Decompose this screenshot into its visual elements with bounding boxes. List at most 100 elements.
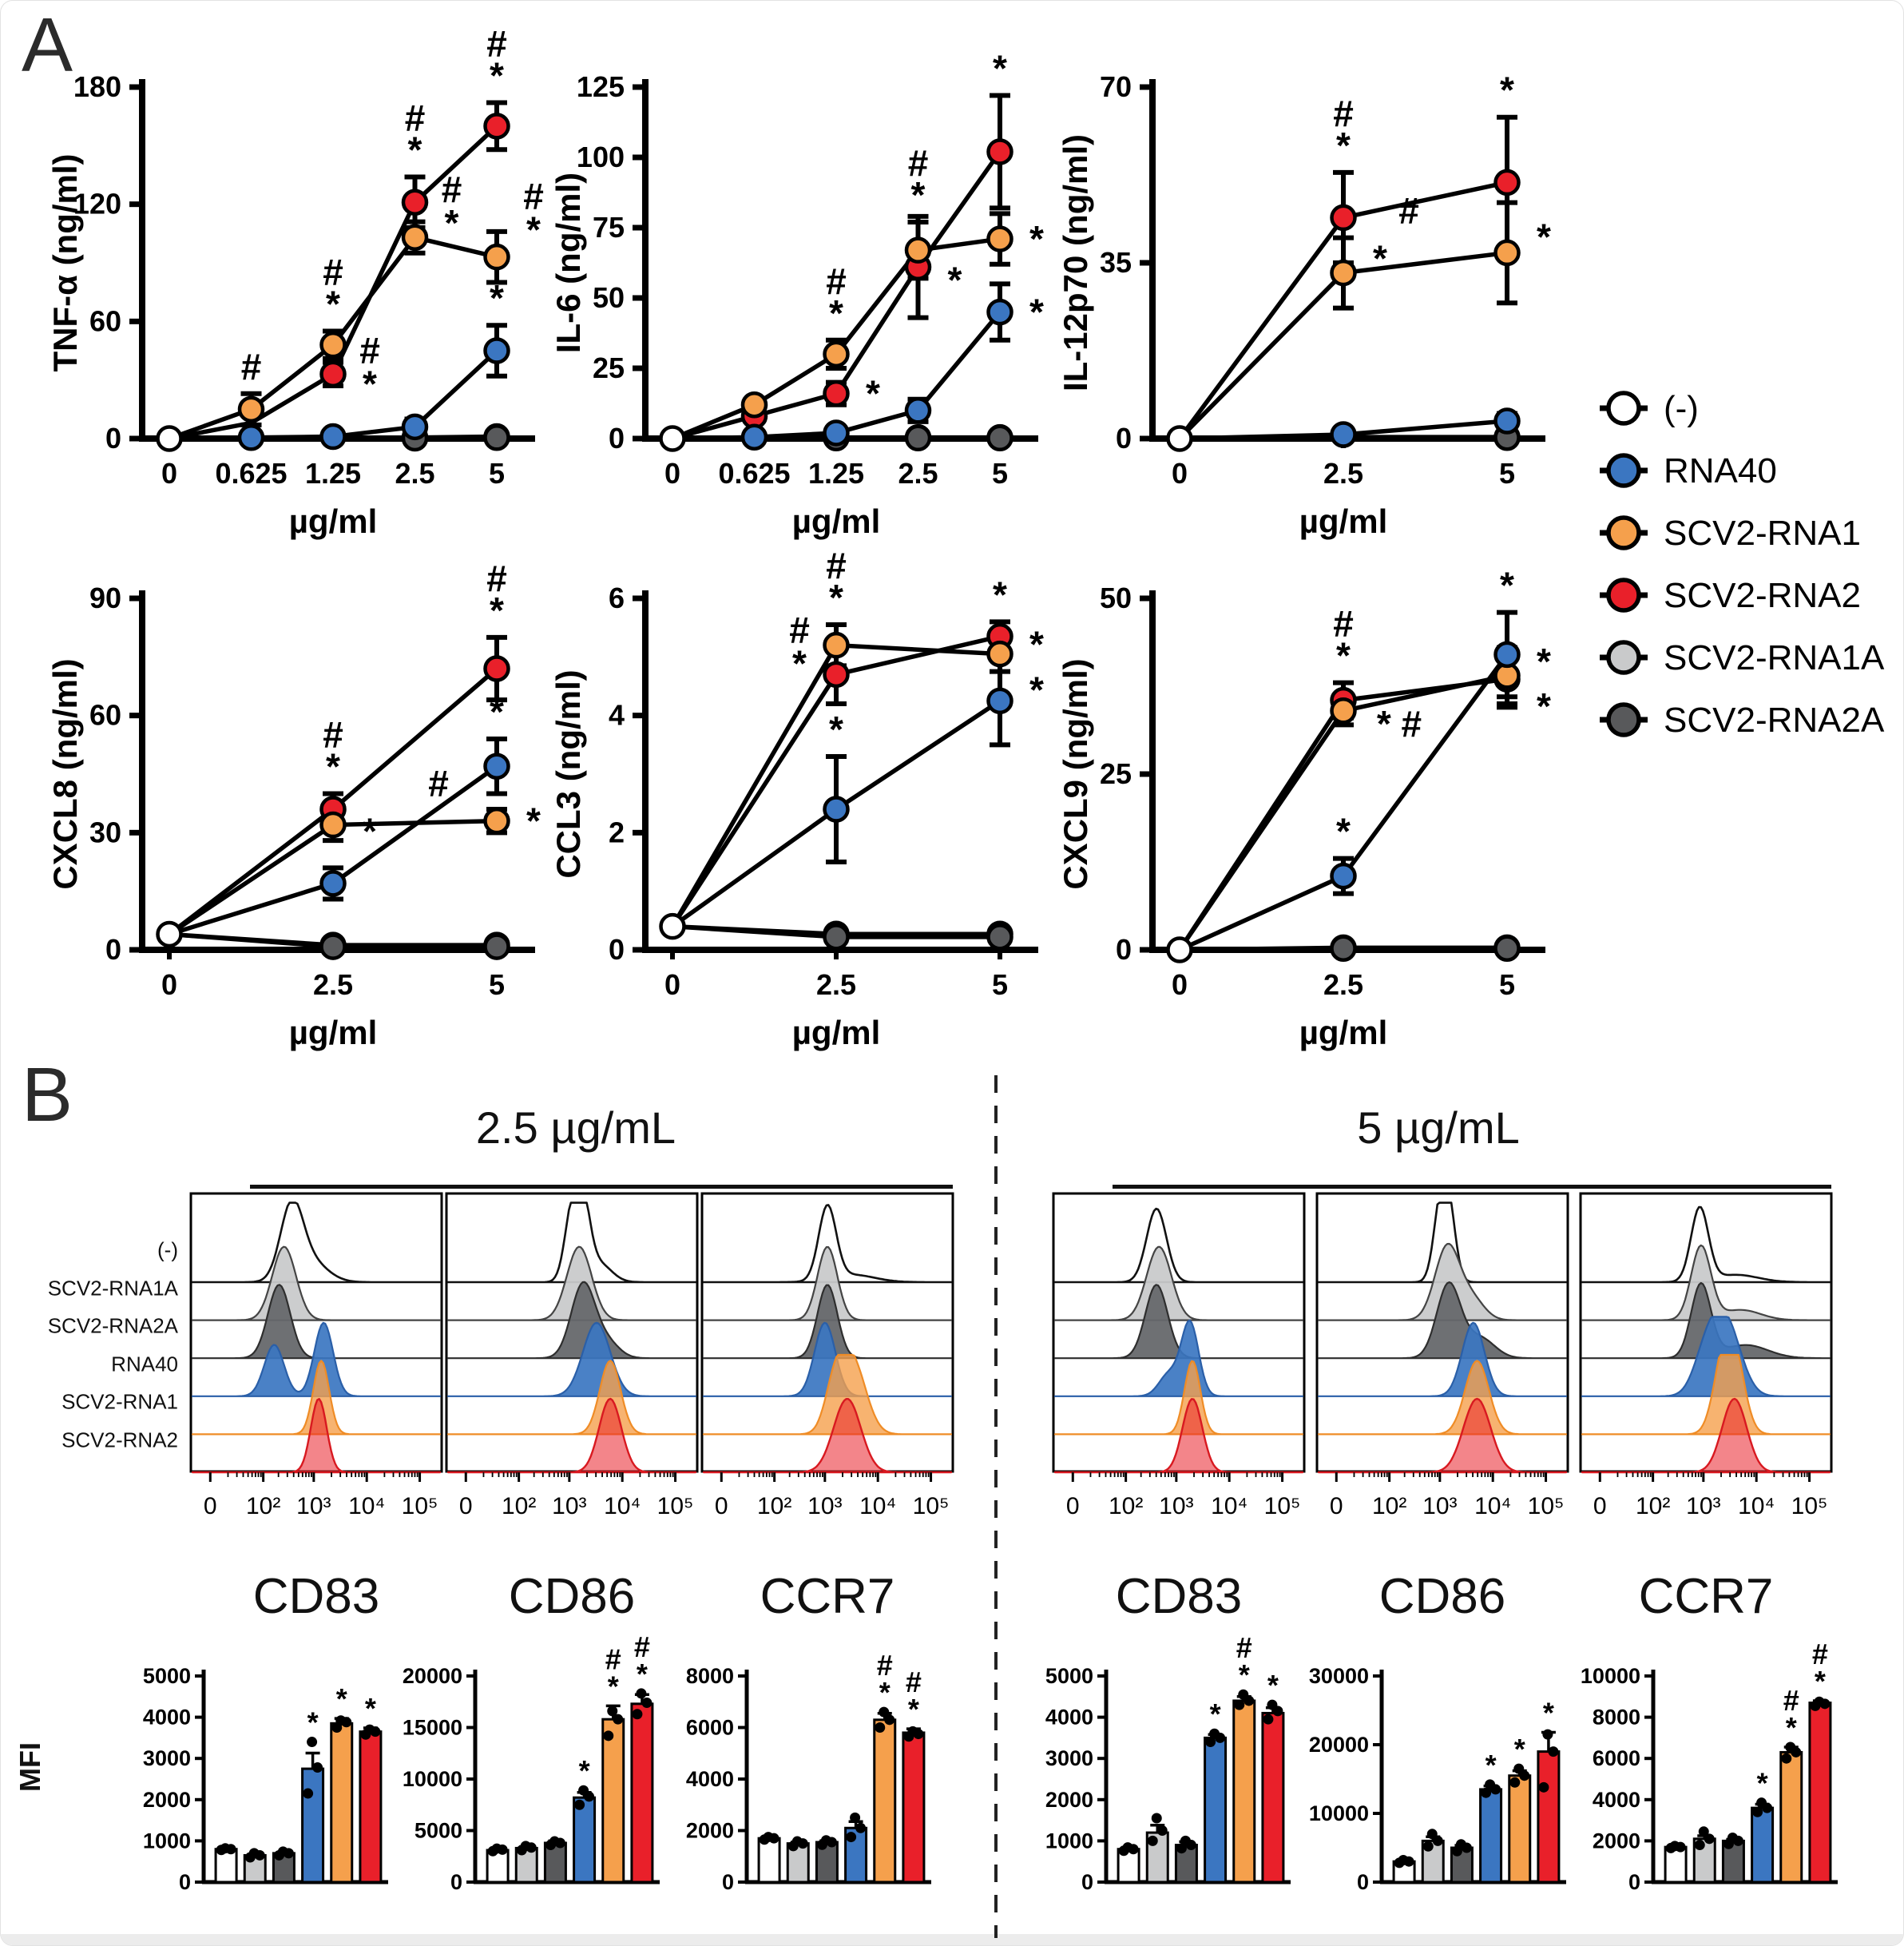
svg-text:*: * xyxy=(1029,669,1044,710)
svg-text:*: * xyxy=(445,202,459,244)
legend-label: RNA40 xyxy=(1664,451,1777,490)
bar-scv2rna1a xyxy=(1145,1813,1169,1884)
svg-text:3000: 3000 xyxy=(143,1746,191,1770)
group-header-5ug: 5 µg/mL xyxy=(1357,1102,1520,1153)
bar-scv2rna2: * xyxy=(1537,1697,1561,1884)
svg-text:0: 0 xyxy=(664,457,680,490)
svg-text:*: * xyxy=(608,1670,619,1702)
bar-rna40: * xyxy=(1479,1749,1503,1884)
hist-row-label-scv2rna2a: SCV2-RNA2A xyxy=(47,1313,178,1338)
svg-text:µg/ml: µg/ml xyxy=(792,1014,881,1051)
hist-x-tick-label: 10² xyxy=(1372,1493,1406,1519)
svg-text:#: # xyxy=(826,260,847,302)
svg-text:*: * xyxy=(879,1676,891,1709)
hist-x-tick-label: 10⁴ xyxy=(348,1493,385,1519)
bar-scv2rna1: #* xyxy=(873,1649,897,1884)
hist-x-tick-label: 10⁴ xyxy=(859,1493,896,1519)
svg-text:3000: 3000 xyxy=(1045,1746,1093,1770)
hist-x-tick-label: 10³ xyxy=(1159,1493,1193,1519)
svg-text:2.5: 2.5 xyxy=(898,457,938,490)
hist-x-tick-label: 0 xyxy=(1593,1493,1607,1519)
svg-text:*: * xyxy=(829,709,843,750)
svg-text:0.625: 0.625 xyxy=(718,457,790,490)
bar-scv2rna2a xyxy=(1174,1835,1198,1884)
hist-x-tick-label: 10⁴ xyxy=(1211,1493,1248,1519)
bar-rna40: * xyxy=(301,1706,325,1884)
svg-text:*: * xyxy=(1029,292,1044,333)
svg-text:10000: 10000 xyxy=(403,1767,462,1791)
svg-text:5: 5 xyxy=(1499,968,1515,1001)
svg-text:5: 5 xyxy=(992,968,1008,1001)
bar-rna40: * xyxy=(1204,1698,1228,1884)
svg-text:0: 0 xyxy=(161,968,177,1001)
svg-text:*: * xyxy=(1815,1665,1826,1698)
svg-text:#: # xyxy=(877,1649,893,1682)
hist-row-label-: (-) xyxy=(157,1237,178,1262)
svg-text:*: * xyxy=(490,55,504,97)
group-header-2.5ug: 2.5 µg/mL xyxy=(475,1102,676,1153)
hist-x-tick-label: 10² xyxy=(502,1493,536,1519)
svg-text:*: * xyxy=(1537,685,1551,727)
svg-text:*: * xyxy=(1239,1658,1250,1691)
svg-text:25: 25 xyxy=(1100,757,1132,790)
svg-text:*: * xyxy=(1373,238,1387,280)
histogram-cd86-group0: 0 10² 10³ 10⁴ 10⁵ xyxy=(445,1192,699,1519)
svg-text:µg/ml: µg/ml xyxy=(792,502,881,540)
svg-text:5: 5 xyxy=(489,968,505,1001)
svg-text:µg/ml: µg/ml xyxy=(1299,502,1388,540)
svg-text:CCL3 (ng/ml): CCL3 (ng/ml) xyxy=(549,669,587,878)
svg-text:*: * xyxy=(1537,641,1551,682)
tnf-chart: 0 60 120 180 0 0.625 1.25 2.5 5 µg/ml TNF-α (ng/ml… xyxy=(46,23,544,540)
mfi-axis-title: MFI xyxy=(13,1742,46,1792)
series-legend: (-) RNA40 SCV2-RNA1 SCV2-RNA2 SCV2-RNA1A SCV2… xyxy=(1600,389,1885,740)
svg-text:8000: 8000 xyxy=(1593,1706,1640,1730)
bar-scv2rna1a xyxy=(1692,1826,1716,1884)
svg-text:4: 4 xyxy=(609,699,625,732)
bar-scv2rna1a xyxy=(786,1836,810,1884)
svg-text:2.5: 2.5 xyxy=(1323,457,1363,490)
bar-scv2rna1: * xyxy=(1508,1733,1532,1884)
histogram-cd83-group0: 0 10² 10³ 10⁴ 10⁵ xyxy=(189,1192,443,1519)
svg-text:#: # xyxy=(634,1630,650,1663)
svg-text:µg/ml: µg/ml xyxy=(289,1014,378,1051)
svg-text:* #: * # xyxy=(1377,703,1422,745)
svg-text:#: # xyxy=(826,545,847,586)
hist-x-tick-label: 10⁵ xyxy=(1791,1493,1828,1519)
svg-text:#: # xyxy=(241,346,262,387)
svg-text:*: * xyxy=(1336,635,1351,677)
svg-text:*: * xyxy=(792,642,807,684)
hist-x-tick-label: 10⁵ xyxy=(402,1493,438,1519)
svg-text:#: # xyxy=(359,329,380,371)
svg-text:0: 0 xyxy=(179,1870,191,1894)
legend-item-scv2rna1a: SCV2-RNA1A xyxy=(1600,638,1885,677)
svg-text:180: 180 xyxy=(73,70,121,103)
svg-text:30000: 30000 xyxy=(1309,1664,1369,1688)
svg-text:30: 30 xyxy=(89,816,121,848)
svg-text:5000: 5000 xyxy=(143,1664,191,1688)
svg-text:0: 0 xyxy=(1116,933,1132,966)
svg-text:#: # xyxy=(323,252,343,293)
svg-text:1000: 1000 xyxy=(143,1829,191,1853)
bar-rna40 xyxy=(844,1812,868,1884)
hist-x-tick-label: 10⁴ xyxy=(1474,1493,1511,1519)
svg-text:*: * xyxy=(579,1754,590,1787)
histogram-cd83-group1: 0 10² 10³ 10⁴ 10⁵ xyxy=(1052,1192,1306,1519)
svg-text:*: * xyxy=(1029,624,1044,665)
svg-text:*: * xyxy=(866,373,880,415)
svg-text:0.625: 0.625 xyxy=(215,457,287,490)
svg-text:8000: 8000 xyxy=(686,1664,734,1688)
svg-text:2.5: 2.5 xyxy=(313,968,353,1001)
svg-text:35: 35 xyxy=(1100,246,1132,279)
svg-text:10000: 10000 xyxy=(1309,1801,1369,1825)
bar-scv2rna1a xyxy=(514,1841,538,1884)
histogram-cd86-group1: 0 10² 10³ 10⁴ 10⁵ xyxy=(1315,1192,1569,1519)
svg-text:1000: 1000 xyxy=(1045,1829,1093,1853)
svg-text:#: # xyxy=(405,97,426,138)
histogram-ccr7-group0: 0 10² 10³ 10⁴ 10⁵ xyxy=(700,1192,954,1519)
svg-text:#: # xyxy=(906,1666,922,1698)
